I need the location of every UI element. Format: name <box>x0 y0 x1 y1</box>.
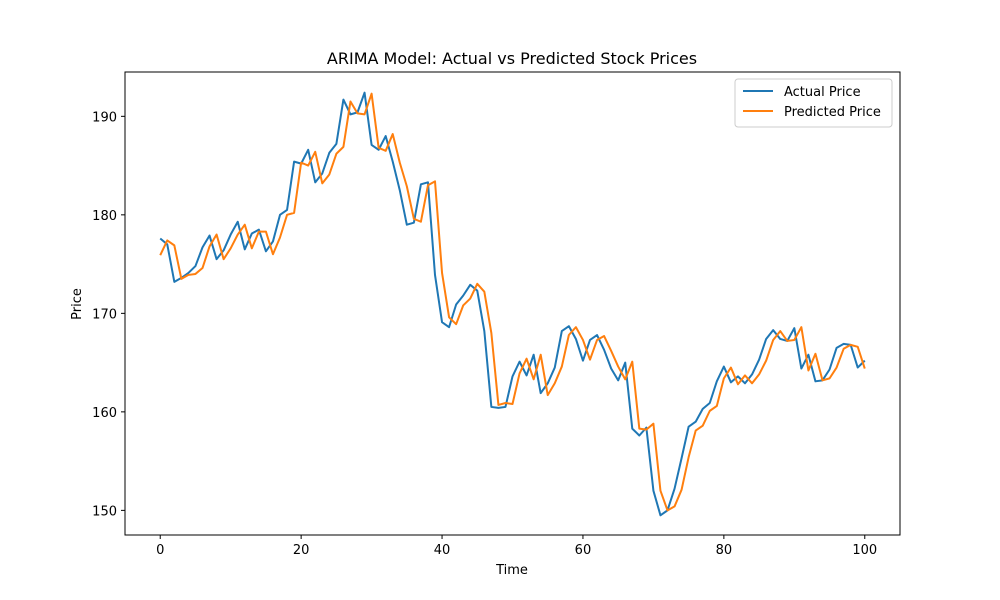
x-tick-label: 20 <box>293 543 310 558</box>
x-tick-label: 40 <box>434 543 451 558</box>
y-tick-label: 180 <box>92 209 117 224</box>
legend-box <box>734 78 893 128</box>
x-tick-label: 0 <box>156 543 164 558</box>
axis-ticks: 0 20 40 60 80 100 150 160 170 180 190 <box>92 110 877 558</box>
legend-label-actual: Actual Price <box>784 85 861 100</box>
x-axis-title: Time <box>495 563 528 578</box>
y-tick-label: 150 <box>92 504 117 519</box>
x-tick-label: 80 <box>716 543 733 558</box>
plot-frame <box>124 71 901 536</box>
plot-area <box>159 91 866 517</box>
x-tick-label: 100 <box>852 543 877 558</box>
legend: Actual Price Predicted Price <box>734 78 893 128</box>
y-tick-label: 160 <box>92 406 117 421</box>
series-line-predicted <box>159 92 866 512</box>
y-axis-title: Price <box>70 288 85 320</box>
x-tick-label: 60 <box>575 543 592 558</box>
series-line-actual <box>159 91 866 517</box>
legend-label-predicted: Predicted Price <box>784 105 881 120</box>
y-tick-label: 190 <box>92 110 117 125</box>
chart-title: ARIMA Model: Actual vs Predicted Stock P… <box>327 49 697 68</box>
y-tick-label: 170 <box>92 307 117 322</box>
